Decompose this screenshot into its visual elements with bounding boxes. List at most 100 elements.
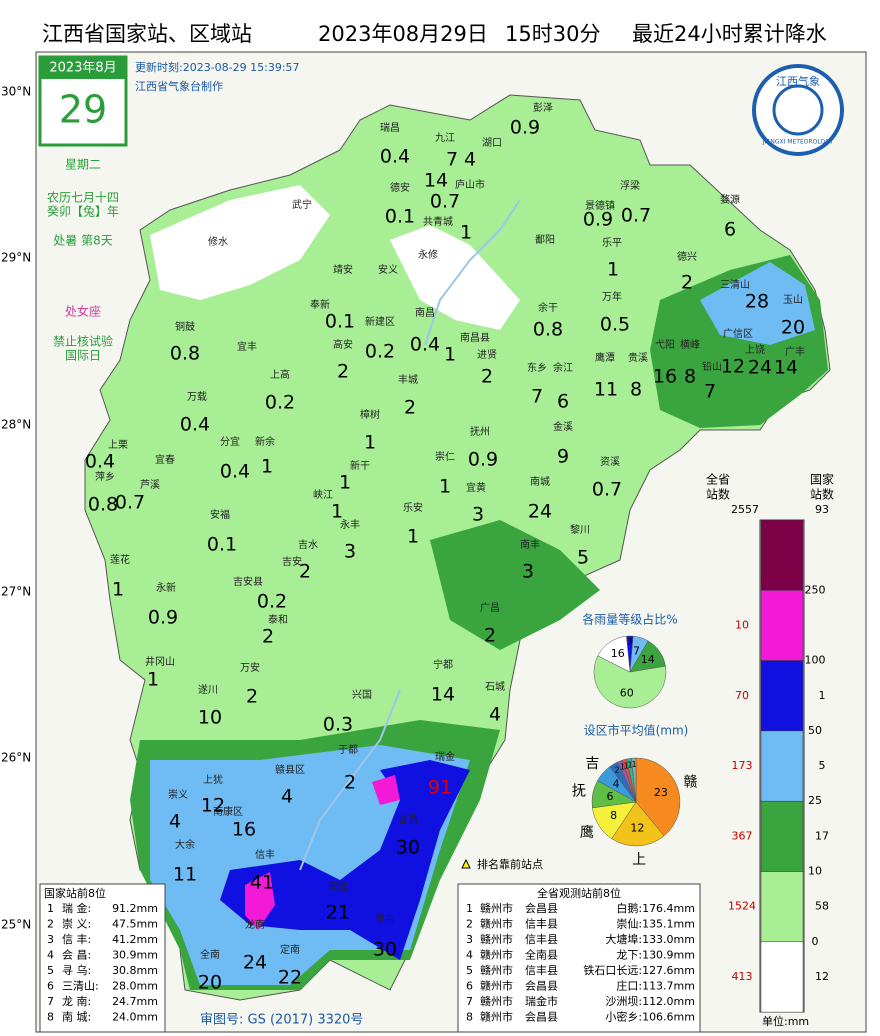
table-cell: 龙 南: — [62, 995, 91, 1008]
station-name: 大余 — [175, 838, 195, 851]
station-name: 上饶 — [745, 343, 765, 356]
station-value: 9 — [557, 446, 569, 468]
station-name: 贵溪 — [628, 351, 648, 364]
station-value: 10 — [198, 707, 222, 729]
legend-band — [760, 941, 804, 1013]
station-value: 12 — [721, 356, 745, 378]
station-value: 0.8 — [88, 494, 118, 516]
calendar-header — [40, 57, 126, 79]
station-name: 赣县区 — [275, 763, 305, 776]
station-name: 婺源 — [720, 193, 740, 206]
station-name: 浮梁 — [620, 179, 640, 192]
table-cell: 28.0mm — [112, 980, 158, 993]
station-value: 2 — [481, 366, 493, 388]
station-name: 南昌 — [415, 306, 435, 319]
station-name: 瑞昌 — [380, 122, 400, 134]
station-value: 0.1 — [385, 206, 415, 228]
station-name: 万安 — [240, 661, 260, 674]
marker-icon — [461, 858, 471, 869]
legend-header: 国家 — [810, 472, 834, 487]
table-cell: 5 — [466, 964, 473, 977]
station-name: 会昌 — [398, 813, 418, 826]
table-cell: 三清山: — [62, 980, 99, 993]
place-name: 永修 — [418, 248, 438, 261]
table-cell: 4 — [47, 949, 54, 962]
station-name: 吉水 — [298, 539, 318, 551]
station-value: 8 — [684, 366, 696, 388]
station-name: 余干 — [538, 301, 558, 314]
table-cell: 南 城: — [62, 1011, 91, 1024]
latitude-label: 25°N — [1, 918, 31, 932]
station-name: 分宜 — [220, 435, 240, 448]
table-cell: 会昌县 — [525, 902, 558, 915]
station-value: 1 — [407, 526, 419, 548]
station-value: 1 — [460, 222, 472, 244]
station-name: 金溪 — [553, 420, 573, 433]
table-cell: 30.9mm — [112, 949, 158, 962]
legend-total: 93 — [815, 503, 829, 516]
station-value: 6 — [724, 219, 736, 241]
table-cell: 寻 乌: — [62, 963, 91, 977]
logo-name: 江西气象 — [776, 74, 820, 88]
table-cell: 1 — [47, 902, 54, 915]
station-value: 0.4 — [220, 461, 250, 483]
calendar-month: 2023年8月 — [49, 61, 116, 76]
station-name: 新干 — [350, 459, 370, 472]
place-name: 上栗 — [108, 439, 128, 451]
station-name: 黎川 — [570, 523, 590, 536]
table-cell: 赣州市 — [480, 1010, 513, 1024]
station-name: 武宁 — [292, 198, 312, 211]
legend-province-count: 70 — [735, 689, 749, 702]
station-value: 0.3 — [323, 714, 353, 736]
station-value: 16 — [232, 819, 256, 841]
station-name: 宁都 — [433, 658, 453, 671]
date: 2023年08月29日 — [318, 22, 488, 46]
station-value: 0.4 — [180, 414, 210, 436]
station-name: 永新 — [156, 581, 176, 594]
station-value: 24 — [528, 501, 552, 523]
heavy-area — [245, 872, 275, 930]
latitude-label: 30°N — [1, 85, 31, 99]
table-cell: 30.8mm — [112, 964, 158, 977]
station-name: 九江 — [435, 132, 455, 144]
dry-area — [390, 225, 520, 330]
table-cell: 信 丰: — [62, 933, 91, 946]
legend-province-count: 173 — [732, 759, 753, 772]
legend-national-count: 5 — [819, 759, 826, 772]
pie-slice — [631, 757, 637, 803]
table-cell: 8 — [466, 1011, 473, 1024]
latitude-label: 29°N — [1, 251, 31, 265]
pie-category: 吉 — [585, 756, 599, 772]
table-cell: 赣州市 — [480, 994, 513, 1008]
station-name: 石城 — [485, 681, 505, 693]
station-value: 16 — [653, 366, 677, 388]
pie-label: 6 — [607, 790, 614, 803]
heavy-area — [700, 262, 815, 345]
station-name: 乐平 — [602, 237, 622, 249]
station-name: 莲花 — [110, 553, 130, 566]
station-name: 南康区 — [213, 805, 243, 818]
station-name: 进贤 — [477, 349, 497, 361]
table-cell: 信丰县 — [525, 933, 558, 946]
table-cell: 5 — [47, 964, 54, 977]
pie-label: 12 — [630, 821, 644, 834]
table-cell: 6 — [466, 980, 473, 993]
station-value: 0.9 — [583, 209, 613, 231]
province-table-box — [457, 883, 701, 1033]
station-value: 7 — [531, 386, 543, 408]
calendar-day: 29 — [59, 88, 107, 132]
station-value: 4 — [281, 786, 293, 808]
title: 江西省国家站、区域站 — [42, 22, 252, 46]
station-name: 定南 — [280, 943, 300, 956]
heavy-area — [372, 775, 400, 805]
station-value: 14 — [424, 170, 448, 192]
station-value: 8 — [630, 379, 642, 401]
station-value: 0.2 — [265, 392, 295, 414]
station-value: 7 — [446, 149, 458, 171]
station-value: 0.4 — [85, 451, 115, 473]
station-value: 24 — [243, 952, 267, 974]
table-cell: 24.0mm — [112, 1011, 158, 1024]
pie-label: 60 — [620, 686, 634, 699]
station-name: 吉安县 — [233, 575, 263, 588]
